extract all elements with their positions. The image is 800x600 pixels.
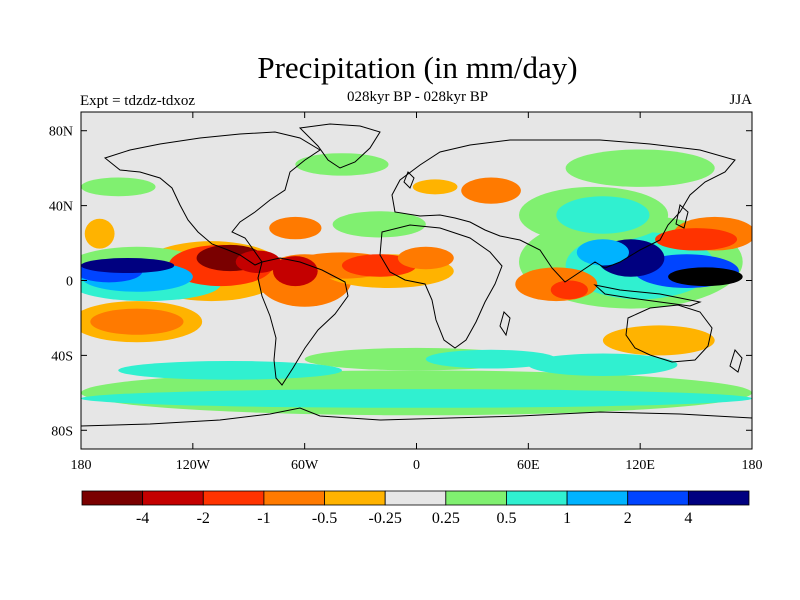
anomaly-blob xyxy=(576,239,629,266)
anomaly-blob xyxy=(295,153,389,176)
colorbar-swatch xyxy=(687,490,750,506)
coastline-north-america xyxy=(103,131,321,266)
anomaly-blob xyxy=(556,196,650,234)
coastline-africa xyxy=(379,224,503,349)
colorbar-swatch xyxy=(202,490,265,506)
colorbar-swatch xyxy=(566,490,629,506)
anomaly-blob xyxy=(425,349,557,369)
anomaly-blob xyxy=(81,389,752,408)
anomaly-blob xyxy=(81,258,175,274)
colorbar-label: 0.5 xyxy=(496,510,516,527)
colorbar-swatch xyxy=(506,490,568,506)
colorbar-swatch xyxy=(263,490,325,506)
anomaly-blob xyxy=(118,361,342,380)
lon-tick-label: 60E xyxy=(517,458,540,473)
anomaly-blob xyxy=(332,211,426,238)
anomaly-blob xyxy=(461,177,521,204)
anomaly-blob xyxy=(269,216,322,240)
colorbar-label: 1 xyxy=(563,510,571,527)
anomaly-blob xyxy=(84,218,115,249)
anomaly-blob xyxy=(272,256,318,287)
colorbar-swatch xyxy=(81,490,144,506)
coastline-greenland xyxy=(298,123,381,169)
lon-tick-label: 120E xyxy=(625,458,655,473)
anomaly-blob xyxy=(412,179,458,195)
anomaly-blob xyxy=(550,280,588,300)
coastline-south-america xyxy=(257,257,349,386)
coastline-japan xyxy=(675,204,689,229)
coastline-eurasia xyxy=(391,139,736,283)
anomaly-blob xyxy=(235,250,281,274)
lon-tick-label: 0 xyxy=(413,458,420,473)
anomaly-blob xyxy=(528,353,678,376)
anomaly-layer xyxy=(81,149,752,416)
season-label: JJA xyxy=(729,92,752,108)
coastline-british-isles xyxy=(403,171,415,189)
colorbar-label: -0.25 xyxy=(369,510,402,527)
coastline-new-zealand xyxy=(729,348,743,373)
lat-tick-label: 40N xyxy=(49,200,73,215)
coastline-indonesia xyxy=(593,284,702,307)
figure-subtitle: 028kyr BP - 028kyr BP xyxy=(346,89,489,105)
lat-tick-label: 40S xyxy=(51,349,73,364)
lon-tick-label: 180 xyxy=(742,458,763,473)
anomaly-blob xyxy=(668,267,743,287)
colorbar-swatch xyxy=(627,490,689,506)
colorbar-label: -1 xyxy=(257,510,270,527)
lat-tick-label: 0 xyxy=(66,275,73,290)
lon-tick-label: 60W xyxy=(291,458,319,473)
coastline-antarctica xyxy=(81,407,752,427)
figure-title: Precipitation (in mm/day) xyxy=(257,50,578,85)
colorbar-swatch xyxy=(324,490,386,506)
coastline-madagascar xyxy=(499,311,511,337)
anomaly-blob xyxy=(397,246,454,270)
colorbar-swatch xyxy=(384,490,447,506)
lat-tick-label: 80S xyxy=(51,424,73,439)
colorbar-label: 0.25 xyxy=(432,510,460,527)
colorbar-label: -2 xyxy=(197,510,210,527)
map-axes: 80N 40N 0 40S 80S 180 120W 60W 0 60E 120E 180 xyxy=(49,112,763,473)
experiment-label: Expt = tdzdz-tdxoz xyxy=(80,93,196,109)
coastline-australia xyxy=(625,304,713,363)
colorbar-label: -0.5 xyxy=(312,510,337,527)
colorbar: -4 -2 -1 -0.5 -0.25 0.25 0.5 1 2 4 xyxy=(81,490,750,527)
anomaly-blob xyxy=(341,254,417,277)
colorbar-swatch xyxy=(142,490,204,506)
lon-tick-label: 180 xyxy=(71,458,92,473)
colorbar-label: -4 xyxy=(136,510,149,527)
colorbar-label: 2 xyxy=(624,510,632,527)
anomaly-blob xyxy=(81,177,156,197)
anomaly-blob xyxy=(565,149,715,187)
coastlines xyxy=(81,123,752,427)
colorbar-swatch xyxy=(445,490,507,506)
colorbar-label: 4 xyxy=(684,510,692,527)
lon-tick-label: 120W xyxy=(176,458,211,473)
anomaly-blob xyxy=(602,325,715,356)
anomaly-blob xyxy=(90,308,184,335)
lat-tick-label: 80N xyxy=(49,125,73,140)
anomaly-blob xyxy=(655,228,738,251)
